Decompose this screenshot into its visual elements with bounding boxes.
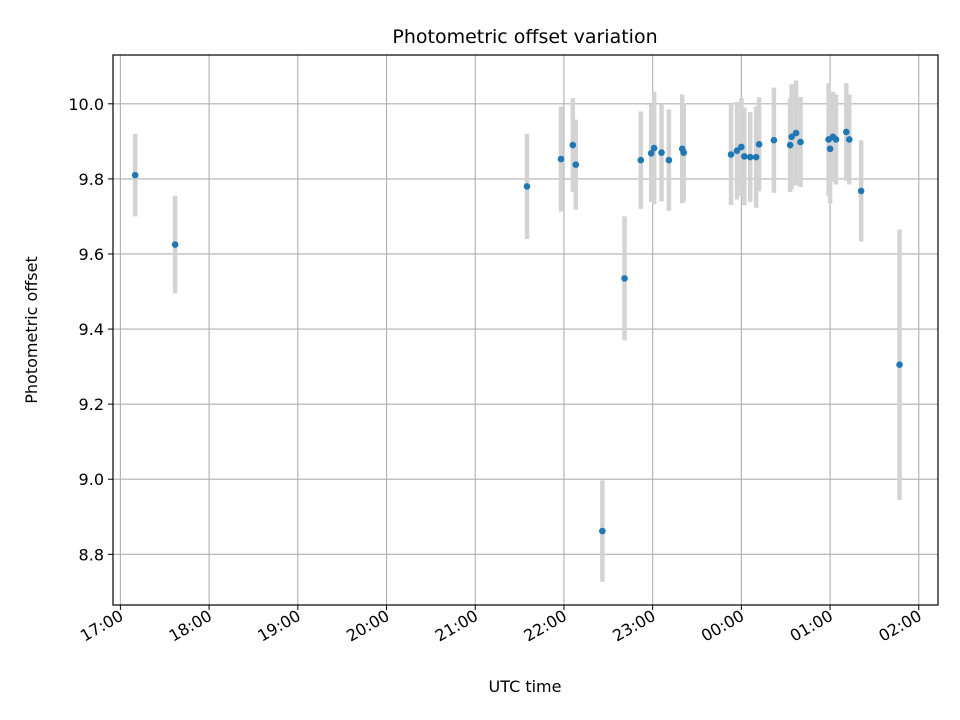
data-point [647, 150, 655, 157]
data-point [770, 136, 778, 144]
y-tick-label: 9.8 [79, 170, 104, 189]
data-point [832, 136, 840, 143]
x-axis-label: UTC time [489, 677, 562, 696]
data-point [786, 141, 794, 149]
data-point [896, 361, 903, 369]
y-tick-label: 9.0 [79, 470, 104, 489]
data-point [680, 149, 687, 156]
data-point [557, 155, 565, 163]
data-point [658, 149, 665, 156]
data-point [727, 151, 735, 158]
y-tick-label: 9.4 [79, 320, 104, 339]
data-point [755, 141, 763, 148]
data-point [599, 527, 606, 535]
y-tick-label: 9.2 [79, 395, 104, 414]
data-point [788, 133, 795, 141]
data-point [171, 241, 179, 248]
data-point [523, 183, 531, 190]
data-point [826, 145, 834, 153]
data-point [857, 187, 865, 195]
data-point [746, 153, 754, 161]
data-point [569, 141, 577, 149]
data-point [733, 147, 741, 155]
y-axis-label: Photometric offset [22, 256, 41, 404]
data-point [572, 161, 580, 168]
data-point [621, 275, 628, 282]
plot-frame [112, 54, 939, 606]
y-tick-label: 10.0 [68, 95, 104, 114]
y-tick-label: 8.8 [79, 545, 104, 564]
y-tick-label: 9.6 [79, 245, 104, 264]
data-point [131, 171, 139, 179]
data-point [843, 128, 850, 136]
data-point [650, 144, 658, 152]
data-point [797, 138, 804, 146]
data-point [741, 153, 748, 160]
data-point [665, 156, 673, 164]
point-layer [131, 128, 903, 535]
data-point [845, 136, 853, 143]
data-point [738, 143, 745, 151]
chart-title: Photometric offset variation [392, 26, 657, 48]
data-point [752, 153, 760, 161]
data-point [792, 129, 800, 137]
data-point [637, 156, 645, 164]
